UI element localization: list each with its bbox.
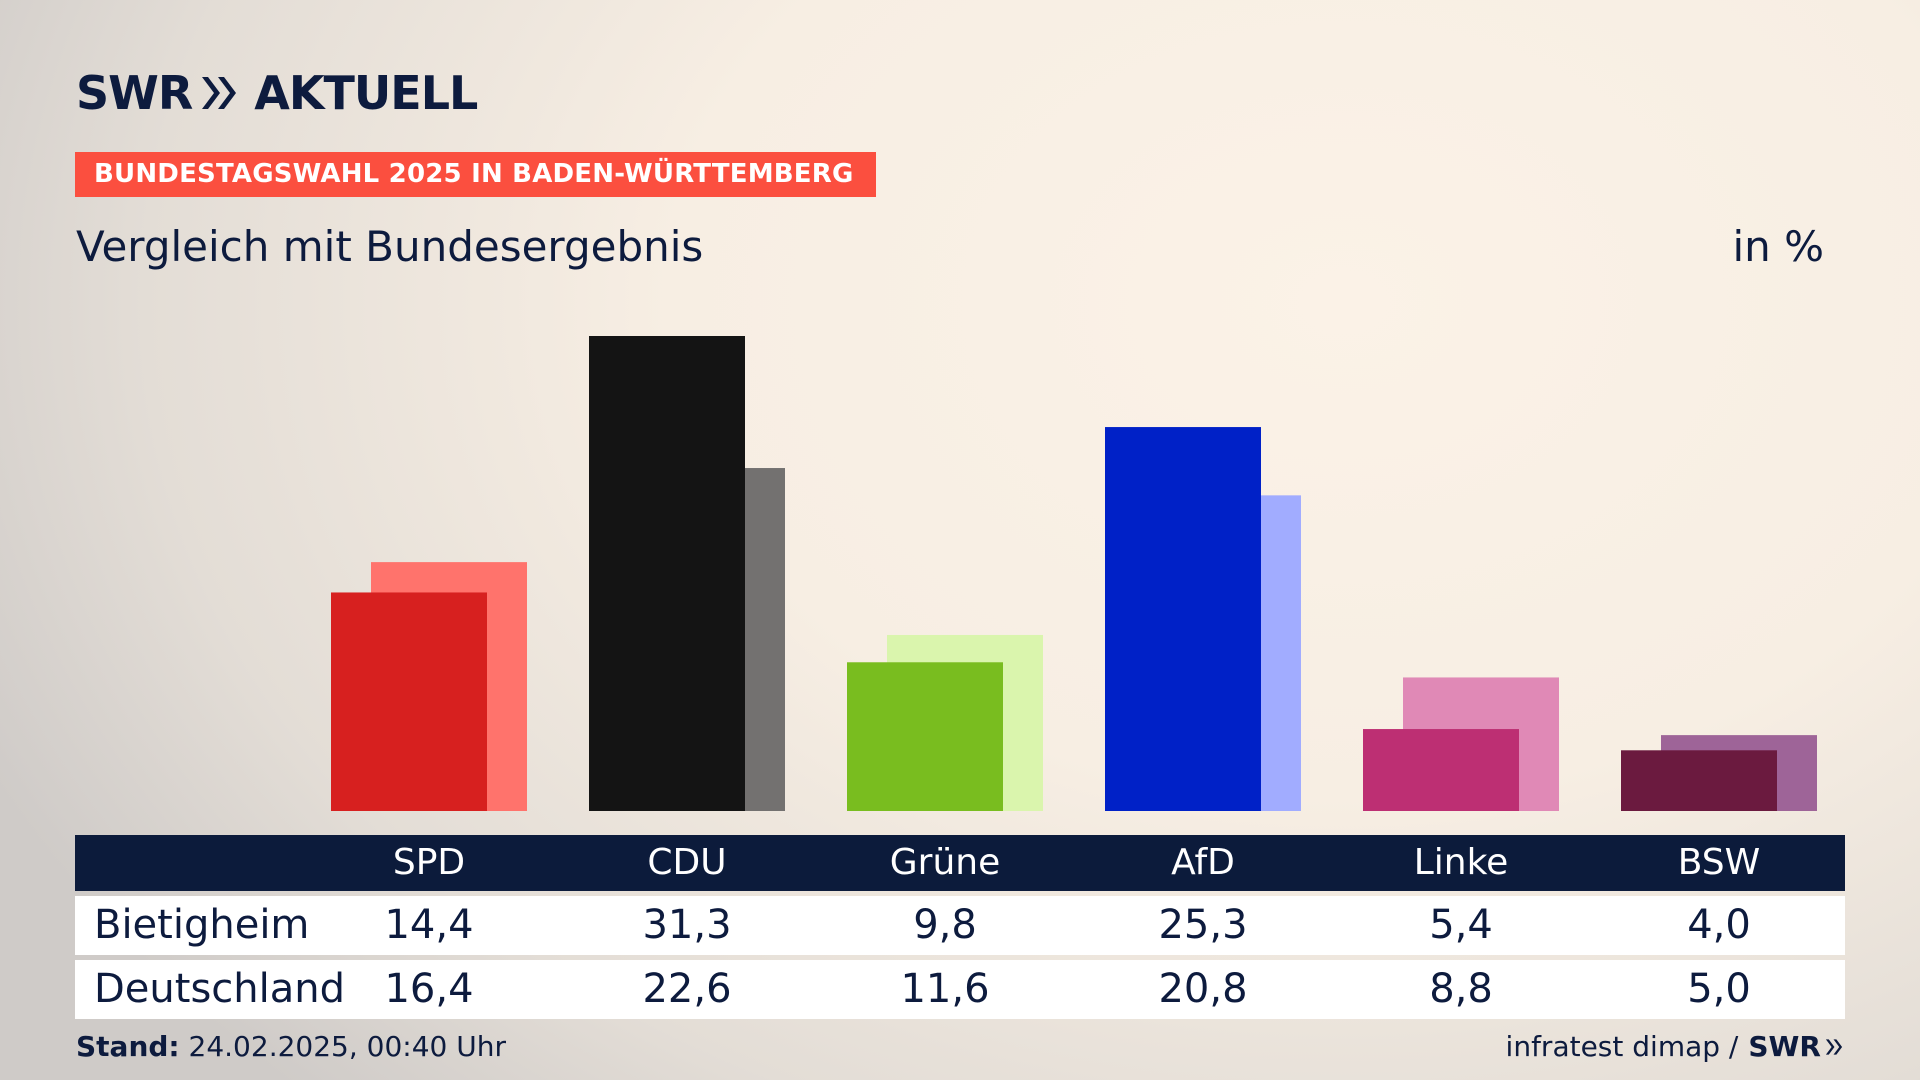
table-cell: 9,8 (913, 902, 977, 948)
timestamp: Stand: 24.02.2025, 00:40 Uhr (76, 1030, 506, 1063)
column-header-linke: Linke (1413, 842, 1509, 883)
swr-mini-logo-text: SWR (1748, 1030, 1821, 1063)
table-cell: 31,3 (642, 902, 732, 948)
row-label-bietigheim: Bietigheim (94, 902, 310, 948)
unit-label: in % (1732, 222, 1824, 271)
logo-text-swr: SWR (76, 66, 193, 120)
bar-bietigheim-afd (1105, 427, 1261, 811)
column-header-cdu: CDU (647, 842, 727, 883)
bar-bietigheim-spd (331, 592, 487, 811)
table-cell: 14,4 (384, 902, 474, 948)
table-cell: 11,6 (900, 966, 990, 1012)
results-table: SPD CDU Grüne AfD Linke BSW Bietigheim 14,4 31… (75, 835, 1845, 1019)
row-label-deutschland: Deutschland (94, 966, 345, 1012)
table-cell: 16,4 (384, 966, 474, 1012)
swr-aktuell-logo: SWR AKTUELL (76, 66, 478, 120)
table-cell: 20,8 (1158, 966, 1248, 1012)
table-row: Deutschland 16,4 22,6 11,6 20,8 8,8 5,0 (75, 960, 1845, 1019)
column-header-spd: SPD (392, 842, 466, 883)
column-header-bsw: BSW (1677, 842, 1761, 883)
bar-bietigheim-linke (1363, 729, 1519, 811)
double-chevron-right-icon (198, 73, 240, 113)
logo-text-aktuell: AKTUELL (254, 66, 478, 120)
column-header-grüne: Grüne (889, 842, 1001, 883)
table-cell: 22,6 (642, 966, 732, 1012)
bar-bietigheim-cdu (589, 336, 745, 811)
stand-value: 24.02.2025, 00:40 Uhr (188, 1030, 506, 1063)
chart-subtitle: Vergleich mit Bundesergebnis (76, 222, 704, 271)
column-header-afd: AfD (1171, 842, 1235, 883)
table-cell: 4,0 (1687, 902, 1751, 948)
source-credit: infratest dimap / SWR (1506, 1030, 1844, 1063)
table-row: Bietigheim 14,4 31,3 9,8 25,3 5,4 4,0 (75, 896, 1845, 955)
stand-label: Stand: (76, 1030, 180, 1063)
table-cell: 5,0 (1687, 966, 1751, 1012)
table-header-row: SPD CDU Grüne AfD Linke BSW (75, 835, 1845, 891)
table-cell: 5,4 (1429, 902, 1493, 948)
bar-bietigheim-bsw (1621, 750, 1777, 811)
table-cell: 8,8 (1429, 966, 1493, 1012)
source-text: infratest dimap / (1505, 1030, 1739, 1063)
election-banner: BUNDESTAGSWAHL 2025 IN BADEN-WÜRTTEMBERG (75, 152, 876, 197)
double-chevron-right-icon (1825, 1038, 1843, 1055)
table-cell: 25,3 (1158, 902, 1248, 948)
bar-bietigheim-grüne (847, 662, 1003, 811)
swr-mini-logo: SWR (1748, 1030, 1844, 1063)
